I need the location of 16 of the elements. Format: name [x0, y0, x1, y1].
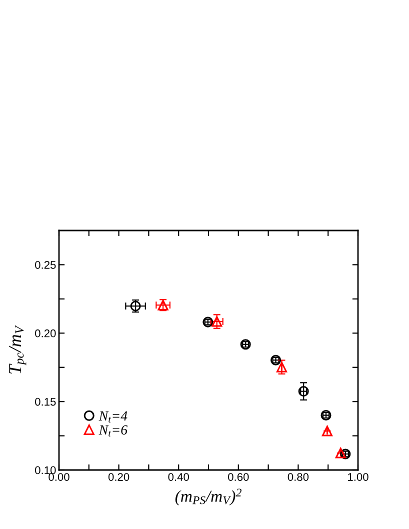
x-axis-title: (m$_{PS}$/m$_{V}$)$^{2}$ [175, 488, 242, 506]
x-tick-label: 0.60 [228, 473, 249, 481]
x-tick-label: 1.00 [348, 473, 368, 481]
x-tick-label: 0.40 [168, 473, 189, 481]
y-tick-label: 0.20 [35, 329, 56, 338]
x-tick-label: 0.80 [288, 473, 309, 481]
y-tick-label: 0.15 [35, 398, 56, 406]
legend-label: N$_{t}$=4 [98, 411, 128, 422]
point [322, 426, 332, 436]
point [335, 448, 346, 458]
y-tick-label: 0.25 [35, 260, 56, 269]
x-tick-label: 0.00 [48, 473, 70, 481]
x-tick-label: 0.20 [108, 473, 130, 481]
legend-label: N$_{t}$=6 [98, 425, 128, 436]
y-tick-label: 0.10 [35, 466, 56, 474]
y-axis-title: T$_{pc}$/m$_{V}$ [9, 325, 26, 374]
